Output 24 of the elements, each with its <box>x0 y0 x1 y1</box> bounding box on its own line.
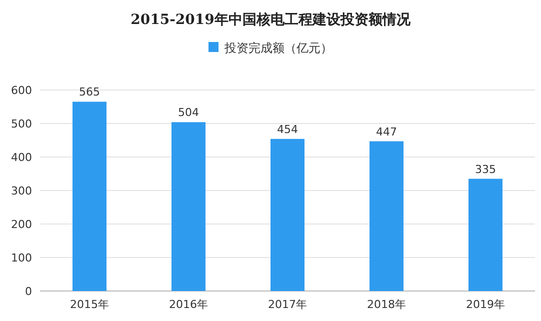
data-label: 447 <box>376 125 397 138</box>
bar <box>72 102 106 291</box>
x-tick-label: 2017年 <box>268 298 307 311</box>
y-tick-label: 100 <box>11 252 32 264</box>
y-tick-label: 600 <box>11 84 32 97</box>
x-tick-label: 2019年 <box>466 298 505 311</box>
data-label: 504 <box>178 106 199 120</box>
y-tick-label: 400 <box>11 151 32 164</box>
data-label: 565 <box>79 86 100 99</box>
bar <box>468 178 502 291</box>
y-tick-label: 0 <box>25 285 32 298</box>
data-label: 335 <box>475 162 496 176</box>
data-label: 454 <box>277 122 298 136</box>
y-tick-label: 300 <box>11 184 32 198</box>
bar <box>270 138 304 291</box>
chart-title: 2015-2019年中国核电工程建设投资额情况 <box>130 11 412 28</box>
bar <box>172 122 206 291</box>
x-tick-label: 2015年 <box>70 298 109 311</box>
y-tick-label: 500 <box>11 118 32 130</box>
y-tick-label: 200 <box>11 218 32 231</box>
bar <box>370 141 404 291</box>
legend-label: 投资完成额（亿元） <box>224 41 332 55</box>
x-tick-label: 2018年 <box>367 298 406 311</box>
x-tick-label: 2016年 <box>169 298 208 311</box>
